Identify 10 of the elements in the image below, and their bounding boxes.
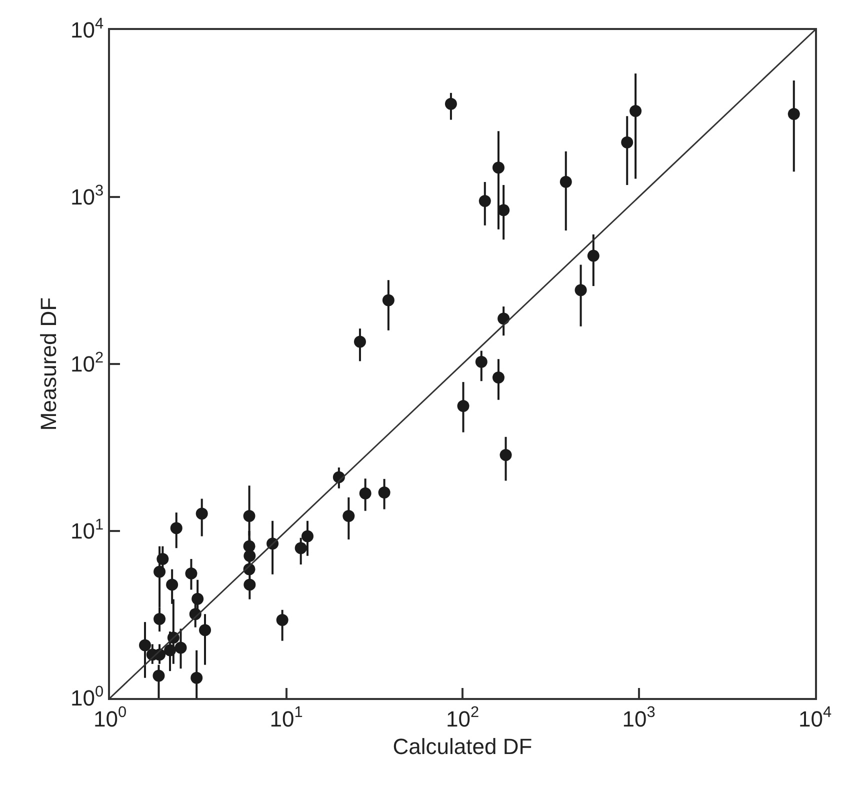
y-tick-label: 10$^{2}$ — [70, 349, 104, 377]
y-tick-label: 10$^{4}$ — [70, 15, 104, 43]
y-tick-label: 10$^{1}$ — [70, 516, 104, 544]
y-axis-title: Measured DF — [36, 297, 61, 431]
y-tick-label: 10$^{3}$ — [70, 182, 104, 210]
x-axis-title: Calculated DF — [392, 734, 532, 759]
x-tick-label: 10$^{3}$ — [622, 704, 656, 732]
x-tick-label: 10$^{4}$ — [798, 704, 832, 732]
x-tick-label: 10$^{2}$ — [446, 704, 480, 732]
x-tick-label: 10$^{1}$ — [270, 704, 303, 732]
